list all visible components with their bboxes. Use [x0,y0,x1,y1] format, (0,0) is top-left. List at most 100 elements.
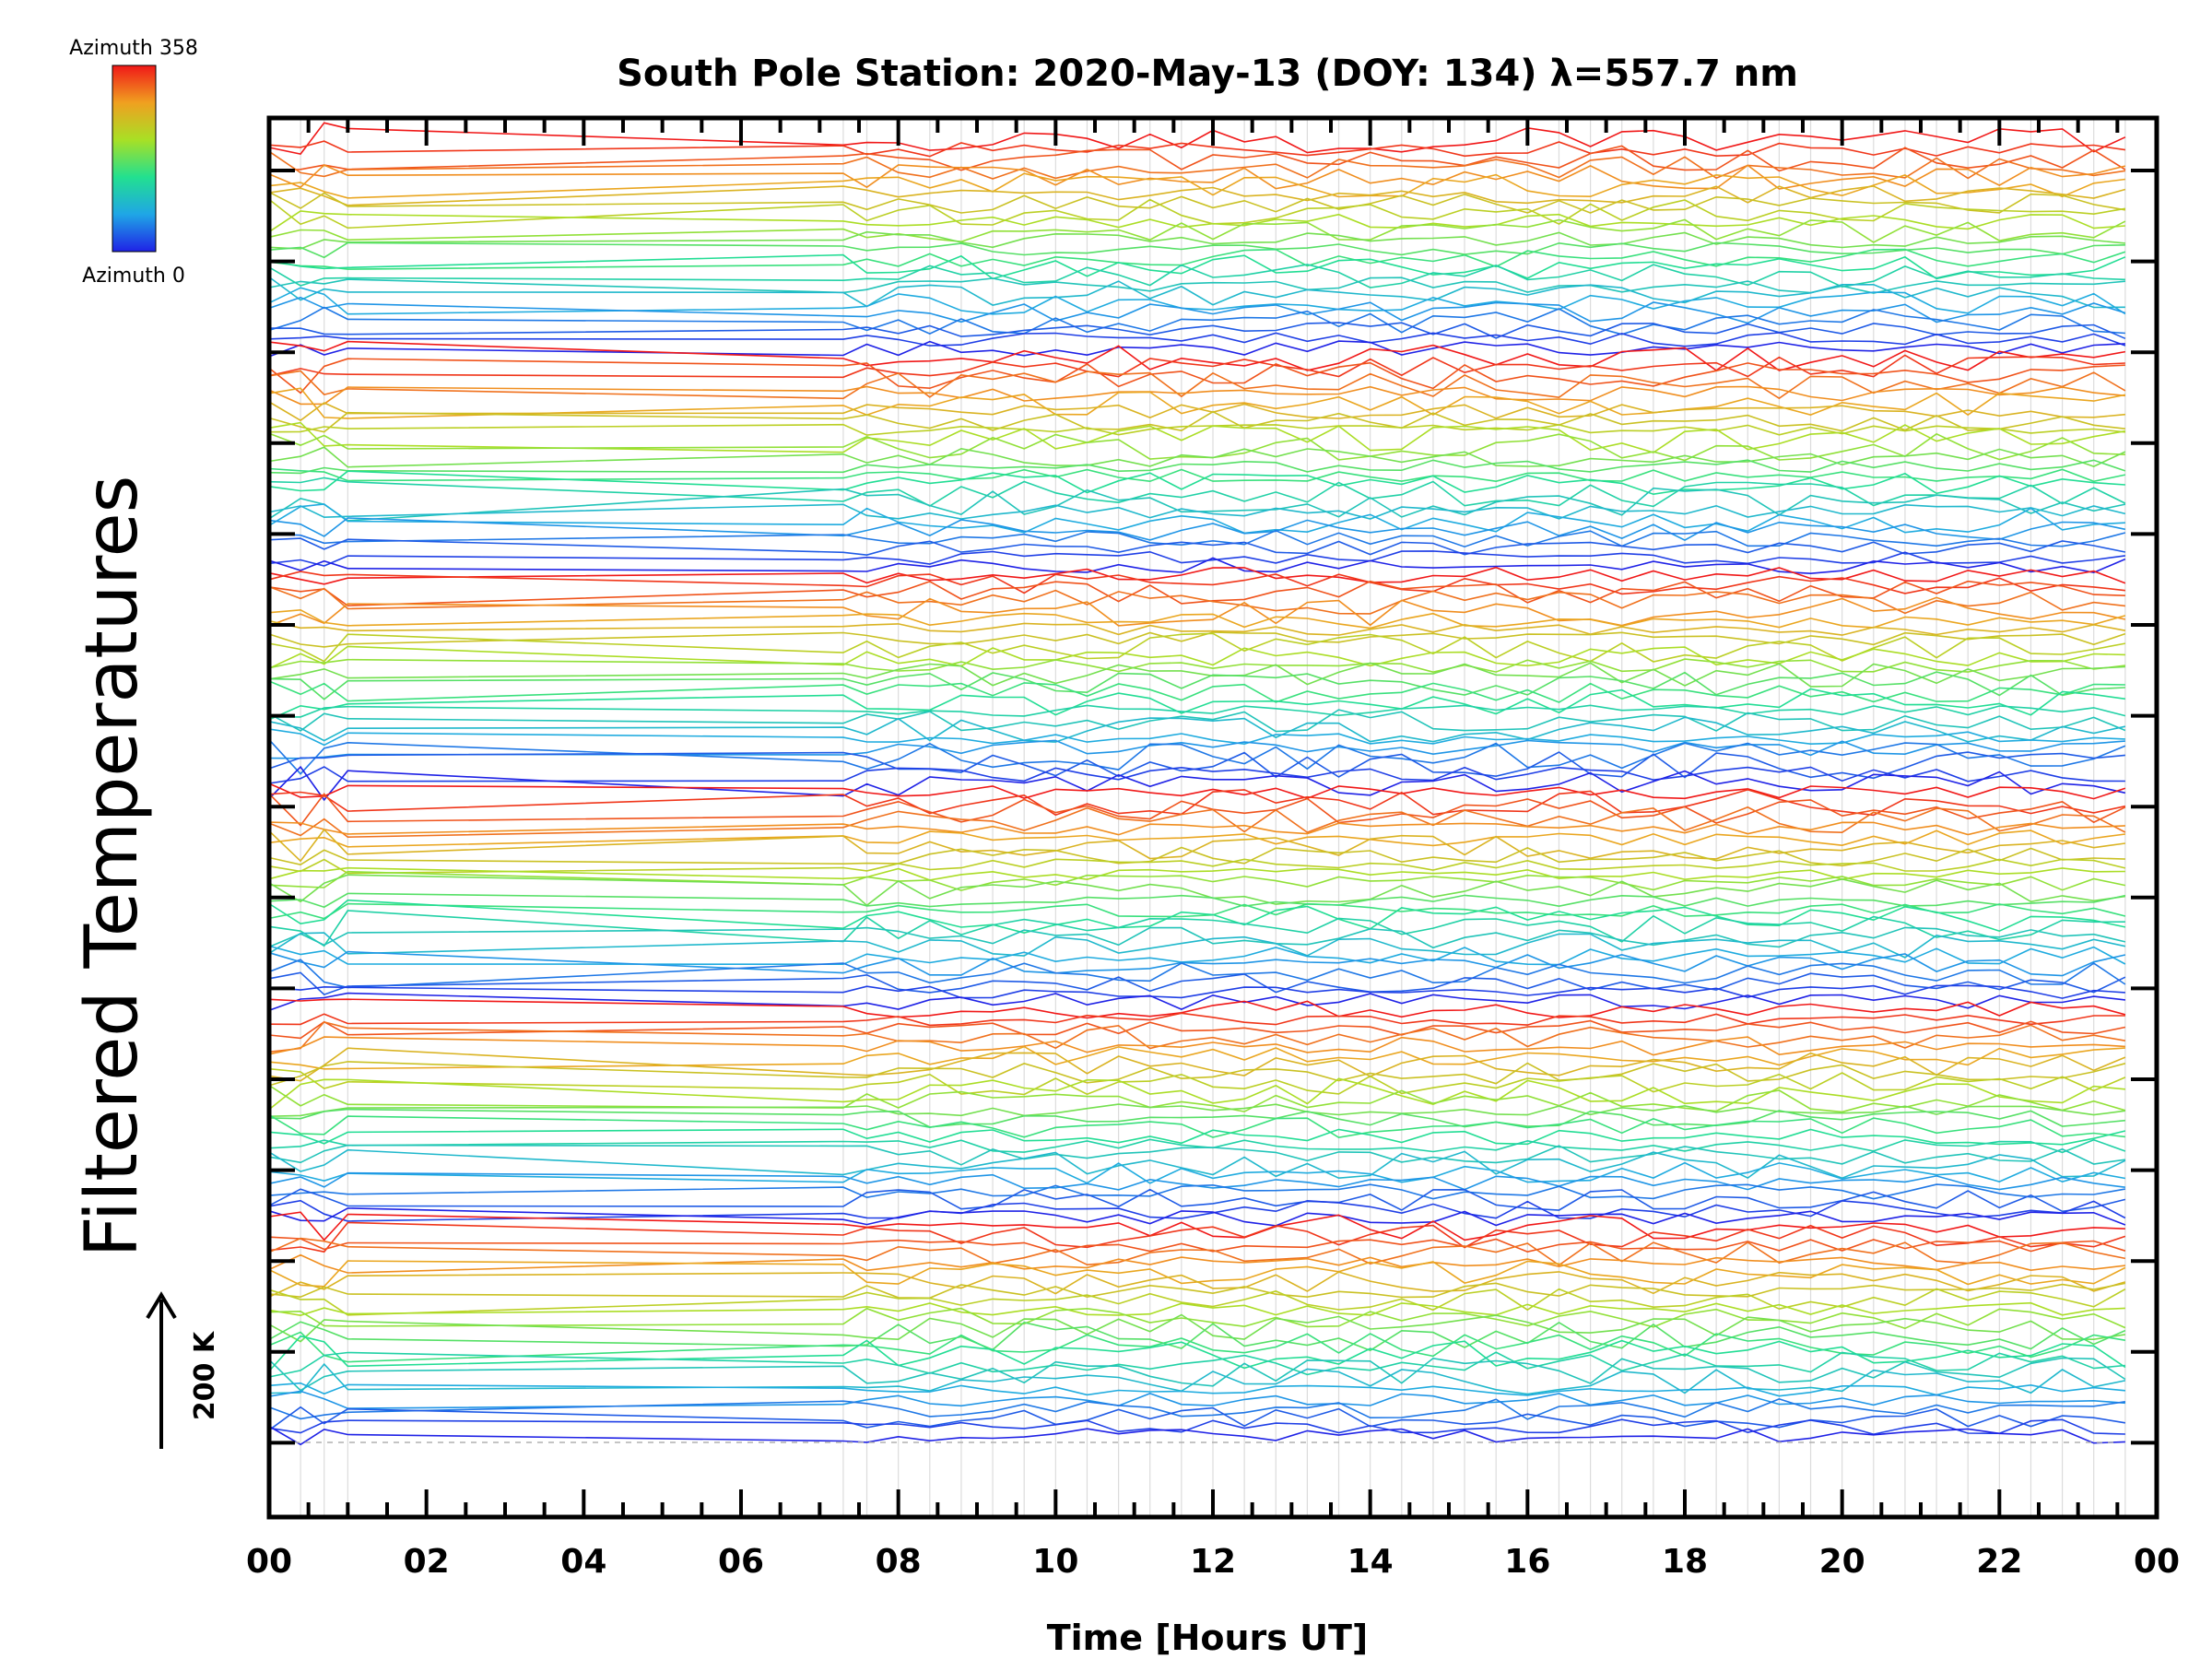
scale-bar: 200 K [146,1291,221,1449]
temperature-trace [268,354,2125,379]
temperature-trace [268,806,2126,839]
temperature-trace [268,150,2126,180]
temperature-trace [268,322,2126,340]
x-tick-label: 02 [404,1543,450,1581]
temperature-trace [268,830,2126,848]
temperature-trace [268,571,2125,595]
temperature-trace [268,370,2126,400]
temperature-trace [268,870,2126,891]
temperature-trace [268,1331,2126,1363]
temperature-trace [268,1321,2126,1352]
temperature-trace [268,619,2126,636]
temperature-trace [268,728,2125,747]
x-tick-label: 14 [1347,1543,1394,1581]
temperature-trace [268,467,2126,483]
temperature-trace [268,470,2125,496]
x-tick-label: 18 [1662,1543,1708,1581]
temperature-trace [268,751,2125,780]
temperature-trace [268,145,2126,172]
temperature-trace [268,1260,2126,1288]
temperature-trace [268,332,2126,347]
temperature-trace [268,358,2125,394]
temperature-trace [268,1045,2125,1070]
temperature-trace [268,241,2125,259]
temperature-trace [268,296,2126,324]
temperature-trace [268,387,2126,419]
temperature-trace [268,596,2126,627]
temperature-trace [268,910,2125,947]
temperature-trace [268,1077,2125,1111]
x-tick-label: 00 [2134,1543,2180,1581]
temperature-trace [268,739,2126,775]
temperature-trace [268,671,2125,700]
temperature-trace [268,1207,2126,1227]
temperature-trace [268,164,2126,190]
temperature-trace [268,340,2125,358]
temperature-trace [268,550,2126,567]
grid-lines [300,120,2126,1515]
temperature-trace [268,1036,2125,1056]
temperature-trace [268,340,2126,371]
temperature-trace [268,1161,2126,1184]
temperature-trace [268,306,2125,335]
temperature-trace [268,287,2126,315]
temperature-trace [268,998,2126,1019]
temperature-trace [268,172,2125,199]
temperature-trace [268,191,2126,214]
temperature-trace [268,421,2126,453]
temperature-trace [268,1021,2126,1053]
temperature-trace [268,766,2125,784]
temperature-trace [268,608,2126,629]
temperature-trace [268,503,2126,520]
temperature-trace [268,487,2126,522]
temperature-trace [268,984,2125,999]
temperature-trace [268,1047,2126,1082]
colorbar-gradient [112,65,157,253]
temperature-trace [268,585,2125,615]
temperature-trace [268,1221,2126,1253]
temperature-trace [268,1211,2125,1241]
temperature-trace [268,782,2126,800]
temperature-trace [268,557,2126,575]
temperature-trace [268,218,2126,243]
temperature-trace [268,959,2126,989]
temperature-trace [268,846,2125,867]
temperature-trace [268,517,2126,542]
temperature-trace [268,662,2125,688]
x-tick-label: 16 [1504,1543,1550,1581]
temperature-trace [268,477,2126,508]
temperature-trace [268,248,2126,270]
temperature-trace [268,1307,2126,1330]
temperature-trace [268,264,2125,288]
temperature-trace [268,866,2125,881]
temperature-trace [268,1362,2126,1395]
temperature-trace [268,858,2126,875]
temperature-trace [268,1108,2125,1128]
temperature-trace [268,1253,2125,1274]
x-tick-label: 10 [1032,1543,1078,1581]
temperature-trace [268,580,2125,606]
temperature-trace [268,1237,2126,1266]
colorbar-top-label: Azimuth 358 [69,37,198,60]
scale-bar-label: 200 K [189,1330,221,1420]
temperature-trace [268,874,2126,907]
x-tick-label: 08 [876,1543,922,1581]
temperature-trace [268,198,2126,229]
temperature-trace [268,765,2126,802]
temperature-trace [268,688,2126,721]
x-tick-label: 00 [246,1543,292,1581]
temperature-trace [268,385,2125,406]
temperature-trace [268,1382,2125,1397]
temperature-trace [268,1351,2125,1378]
temperature-trace [268,1288,2126,1316]
temperature-trace [268,1271,2126,1298]
temperature-trace [268,1138,2126,1154]
temperature-trace [268,932,2126,959]
temperature-trace [268,632,2126,663]
temperature-trace [268,1418,2125,1435]
temperature-trace [268,680,2125,703]
temperature-trace [268,992,2125,1012]
x-axis-label: Time [Hours UT] [1047,1618,1369,1658]
temperature-trace [268,892,2126,909]
